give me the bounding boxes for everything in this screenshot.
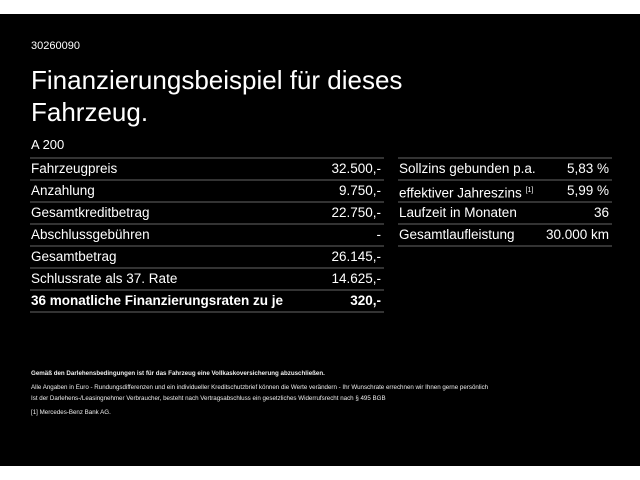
row-value: 36 — [593, 205, 609, 220]
table-row: Anzahlung 9.750,- — [30, 181, 384, 203]
model-name: A 200 — [31, 137, 65, 152]
row-label: Abschlussgebühren — [31, 227, 150, 242]
row-value: 14.625,- — [331, 271, 381, 286]
row-value: - — [376, 227, 382, 242]
monthly-rate-row: 36 monatliche Finanzierungsraten zu je 32… — [30, 291, 384, 313]
row-value: 320,- — [350, 293, 381, 308]
row-value: 9.750,- — [338, 183, 381, 198]
row-label: Anzahlung — [31, 183, 95, 198]
table-row: Gesamtlaufleistung 30.000 km — [398, 225, 612, 247]
row-label: effektiver Jahreszins [1] — [399, 185, 534, 201]
footnote-mark: [1] — [31, 409, 38, 416]
table-row: Abschlussgebühren - — [30, 225, 384, 247]
row-value: 26.145,- — [331, 249, 381, 264]
disclaimer-line-2: Ist der Darlehens-/Leasingnehmer Verbrau… — [31, 395, 386, 402]
disclaimer-line-1: Alle Angaben in Euro - Rundungsdifferenz… — [31, 384, 489, 391]
row-label: Schlussrate als 37. Rate — [31, 271, 178, 286]
row-value: 30.000 km — [545, 227, 609, 242]
row-value: 5,99 % — [566, 183, 609, 198]
footnote-marker: [1] — [525, 187, 534, 194]
insurance-note: Gemäß den Darlehensbedingungen ist für d… — [31, 370, 325, 377]
row-value: 22.750,- — [331, 205, 381, 220]
table-row: Gesamtkreditbetrag 22.750,- — [30, 203, 384, 225]
row-label: Gesamtlaufleistung — [399, 227, 515, 242]
financing-table: Fahrzeugpreis 32.500,- Anzahlung 9.750,- G… — [30, 157, 384, 313]
row-label: Gesamtbetrag — [31, 249, 117, 264]
row-label: Gesamtkreditbetrag — [31, 205, 150, 220]
row-label: Sollzins gebunden p.a. — [399, 161, 536, 176]
row-label: Fahrzeugpreis — [31, 161, 118, 176]
table-row: Sollzins gebunden p.a. 5,83 % — [398, 159, 612, 181]
footnote-text: Mercedes-Benz Bank AG. — [39, 409, 111, 416]
table-row: Laufzeit in Monaten 36 — [398, 203, 612, 225]
row-label: Laufzeit in Monaten — [399, 205, 517, 220]
financing-panel: 30260090 Finanzierungsbeispiel für diese… — [0, 14, 640, 466]
table-row: effektiver Jahreszins [1] 5,99 % — [398, 181, 612, 203]
row-label: 36 monatliche Finanzierungsraten zu je — [31, 293, 284, 308]
table-row: Schlussrate als 37. Rate 14.625,- — [30, 269, 384, 291]
table-row: Fahrzeugpreis 32.500,- — [30, 159, 384, 181]
table-row: Gesamtbetrag 26.145,- — [30, 247, 384, 269]
vehicle-id: 30260090 — [31, 40, 80, 52]
row-value: 5,83 % — [566, 161, 609, 176]
page-title: Finanzierungsbeispiel für dieses Fahrzeu… — [31, 65, 403, 127]
row-value: 32.500,- — [331, 161, 381, 176]
footnote: [1] Mercedes-Benz Bank AG. — [31, 409, 111, 416]
interest-table: Sollzins gebunden p.a. 5,83 % effektiver … — [398, 157, 612, 247]
